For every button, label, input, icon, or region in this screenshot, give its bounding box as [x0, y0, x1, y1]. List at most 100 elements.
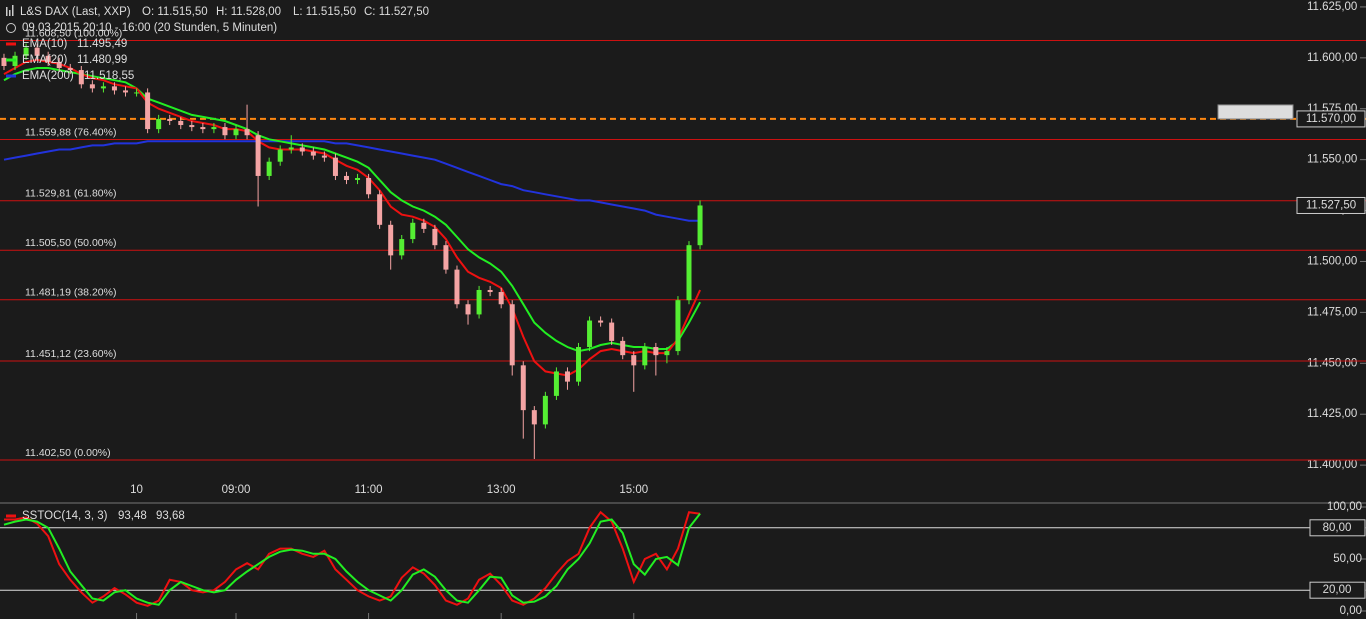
- candle-body: [675, 300, 681, 352]
- candle-body: [244, 129, 250, 136]
- candle-body: [89, 84, 95, 89]
- legend-name: EMA(10): [22, 38, 68, 50]
- candle-body: [421, 222, 427, 229]
- ema-line: [3, 140, 701, 222]
- ohlc-value: H: 11.528,00: [216, 6, 281, 18]
- candle-body: [454, 269, 460, 305]
- clock-icon: [6, 23, 16, 33]
- resistance-price: 11.570,00: [1306, 113, 1356, 125]
- ohlc-value: C: 11.527,50: [364, 6, 429, 18]
- x-tick-label: 13:00: [487, 484, 516, 496]
- candle-body: [111, 86, 117, 91]
- y-tick-label: 11.500,00: [1307, 256, 1357, 268]
- legend-value: 11.495,49: [77, 38, 127, 50]
- candle-body: [167, 118, 173, 121]
- candle-body: [266, 161, 272, 176]
- candle-body: [697, 205, 703, 246]
- y-tick-label: 11.450,00: [1307, 357, 1357, 369]
- x-tick-label: 10: [130, 484, 143, 496]
- candle-body: [465, 304, 471, 315]
- candle-body: [34, 47, 40, 56]
- legend-value: 93,68: [156, 510, 185, 522]
- candle-body: [410, 222, 416, 240]
- candle-body: [443, 245, 449, 270]
- fib-label: 11.529,81 (61.80%): [25, 188, 116, 200]
- stoch-line: [3, 512, 701, 606]
- candle-body: [145, 92, 151, 130]
- candle-body: [134, 92, 140, 94]
- candle-body: [686, 245, 692, 301]
- resistance-name: Wiederstand: [1223, 106, 1288, 118]
- y-tick-label: 0,00: [1340, 605, 1362, 617]
- candle-body: [366, 177, 372, 195]
- candle-body: [189, 125, 195, 128]
- x-tick-label: 09:00: [222, 484, 251, 496]
- candle-body: [233, 129, 239, 136]
- candle-body: [432, 228, 438, 246]
- candle-body: [620, 340, 626, 356]
- candle-body: [299, 147, 305, 152]
- candle-body: [642, 347, 648, 366]
- candle-body: [564, 371, 570, 382]
- candle-body: [520, 365, 526, 411]
- candle-body: [542, 395, 548, 425]
- candle-body: [553, 371, 559, 396]
- candle-body: [509, 304, 515, 366]
- x-tick-label: 11:00: [355, 484, 383, 496]
- candle-body: [310, 151, 316, 156]
- candle-body: [377, 194, 383, 225]
- candle-body: [67, 68, 73, 71]
- candle-body: [332, 157, 338, 176]
- resistance-price-box: [1296, 110, 1366, 128]
- candle-body: [200, 127, 206, 130]
- ohlc-value: O: 11.515,50: [142, 6, 208, 18]
- fib-label: 11.505,50 (50.00%): [25, 237, 116, 249]
- resistance-tag: [1217, 104, 1294, 120]
- candle-body: [156, 118, 162, 130]
- candle-body: [321, 155, 327, 158]
- y-tick-label: 80,00: [1323, 522, 1352, 534]
- legend-name: EMA(20): [22, 54, 68, 66]
- chart-subtitle: 09.03.2015 20:10 - 16:00 (20 Stunden, 5 …: [22, 22, 277, 34]
- y-tick-label: 11.425,00: [1307, 408, 1357, 420]
- legend-name: EMA(200): [22, 70, 74, 82]
- candle-body: [1, 57, 7, 66]
- last-price-box: [1296, 196, 1366, 214]
- candle-body: [288, 147, 294, 150]
- y-tick-label: 11.475,00: [1307, 306, 1357, 318]
- candle-body: [222, 127, 228, 136]
- ema-line: [3, 67, 701, 353]
- candle-body: [211, 127, 217, 130]
- candle-body: [576, 347, 582, 382]
- y-tick-label: 11.625,00: [1307, 1, 1357, 13]
- legend-swatch: [6, 42, 16, 46]
- ema-line: [3, 58, 702, 377]
- fib-label: 11.402,50 (0.00%): [25, 447, 111, 459]
- x-tick-label: 15:00: [619, 484, 648, 496]
- candle-body: [56, 61, 62, 69]
- candle-body: [78, 70, 84, 85]
- fib-label: 11.559,88 (76.40%): [25, 126, 116, 138]
- legend-swatch: [6, 74, 16, 78]
- legend-swatch: [6, 514, 16, 518]
- candle-body: [343, 175, 349, 181]
- y-tick-label: 11.600,00: [1307, 52, 1357, 64]
- candle-body: [653, 347, 659, 356]
- header-icon: [6, 5, 14, 16]
- candle-body: [45, 55, 51, 62]
- candle-body: [355, 177, 361, 181]
- candle-body: [609, 322, 615, 341]
- candle-body: [487, 289, 493, 293]
- candle-body: [255, 135, 261, 176]
- candle-body: [476, 289, 482, 315]
- y-tick-box: [1309, 581, 1366, 599]
- candle-body: [587, 320, 593, 348]
- candle-body: [388, 224, 394, 256]
- chart-title: L&S DAX (Last, XXP): [20, 6, 131, 18]
- fib-label: 11.451,12 (23.60%): [25, 348, 116, 360]
- candle-body: [23, 47, 29, 56]
- candle-body: [277, 149, 283, 162]
- y-tick-label: 11.400,00: [1307, 459, 1357, 471]
